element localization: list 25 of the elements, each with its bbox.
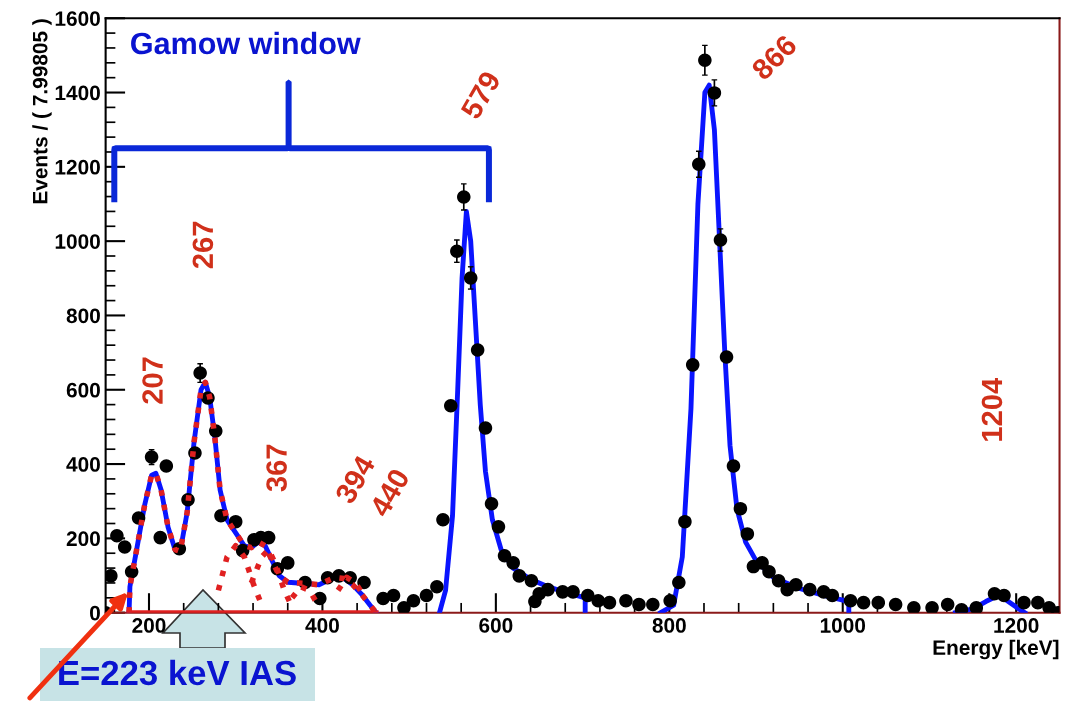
x-tick-label: 1200 (994, 618, 1039, 633)
x-tick-label: 200 (132, 618, 166, 633)
x-tick-label: 1000 (820, 618, 866, 633)
y-tick-label: 400 (66, 457, 100, 472)
y-tick-label: 600 (66, 382, 100, 398)
y-tick-label: 1000 (55, 234, 100, 249)
x-tick-label: 800 (652, 618, 686, 633)
y-tick-label: 0 (90, 605, 100, 621)
y-tick-label: 200 (66, 531, 100, 547)
x-tick-label: 400 (305, 618, 339, 633)
annotation: 579 (460, 69, 502, 121)
y-tick-label: 1200 (55, 159, 100, 175)
annotation: 267 (192, 221, 214, 269)
y-axis-title: Events / ( 7.99805 ) (32, 19, 52, 204)
x-axis-title: Energy [keV] (933, 639, 1059, 660)
text: E=223 keV IAS (59, 659, 296, 686)
annotation: Gamow window (131, 31, 361, 55)
annotation: 866 (750, 33, 798, 82)
x-tick-label: 600 (479, 618, 513, 633)
y-tick-label: 1600 (55, 11, 100, 26)
annotation: 207 (142, 357, 163, 404)
y-tick-label: 1400 (55, 85, 100, 101)
annotation: 367 (266, 444, 287, 492)
annotation: 1204 (981, 377, 1003, 441)
y-tick-label: 800 (66, 308, 100, 324)
